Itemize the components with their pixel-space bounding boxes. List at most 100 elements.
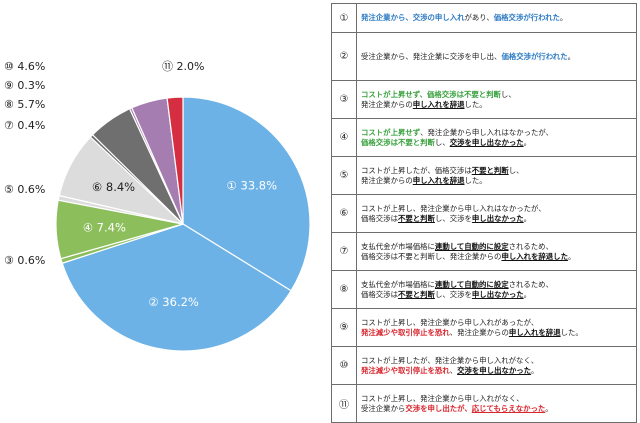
legend-text-segment: し、交渉を [434, 289, 472, 299]
legend-text-segment: コストが上昇し、発注企業から申し入れがなく、 [361, 393, 524, 403]
legend-row: ⑨ コストが上昇し、発注企業から申し入れがあったが、 発注減少や取引停止を恐れ、発注… [331, 308, 637, 347]
legend-row-number: ⑧ [331, 270, 357, 309]
legend-row: ⑩ コストが上昇したが、発注企業から申し入れがなく、 発注減少や取引停止を恐れ、交渉… [331, 346, 637, 385]
pie-slice [166, 96, 184, 225]
legend-text-segment: 交渉を申し出たが、 [405, 403, 472, 413]
legend-text-segment: 価格交渉は不要と判断 [427, 89, 501, 99]
pie-slice-label: ① 33.8% [227, 179, 278, 193]
legend-text-segment: 、 [449, 365, 458, 375]
legend-row: ① 発注企業から、交渉の申し入れがあり、価格交渉が行われた。 [331, 3, 637, 33]
legend-description-line: 発注企業から、交渉の申し入れがあり、価格交渉が行われた。 [361, 13, 633, 23]
legend-row: ④ コストが上昇せず、発注企業から申し入れはなかったが、 価格交渉は不要と判断し、交… [331, 118, 637, 157]
legend-description-line: 受注企業から交渉を申し出たが、応じてもらえなかった。 [361, 404, 633, 414]
legend-text-segment: コストが上昇し、発注企業から申し入れはなかったが、 [361, 203, 546, 213]
legend-text-segment: 。 [567, 51, 575, 61]
legend-text-segment: されるため、 [508, 241, 553, 251]
pie-slice-label: ⑩ 4.6% [4, 60, 45, 73]
legend-row: ⑦ 支払代金が市場価格に連動して自動的に設定されるため、 価格交渉は不要と判断し、発… [331, 232, 637, 271]
legend-text-segment: し、 [434, 137, 450, 147]
legend-row-number: ② [331, 32, 357, 81]
pie-chart: ① 33.8% ② 36.2% ③ 0.6% ④ 7.4% ⑤ 0.6% ⑥ 8.4% ⑦ … [4, 60, 311, 352]
legend-row-number: ③ [331, 80, 357, 119]
legend-text-segment: 。 [559, 13, 568, 22]
legend-text-segment: した。 [464, 99, 487, 109]
legend-text-segment: 発注企業からの [361, 175, 413, 185]
legend-description-line: コストが上昇し、発注企業から申し入れがなく、 [361, 394, 633, 404]
legend-row: ⑪ コストが上昇し、発注企業から申し入れがなく、 受注企業から交渉を申し出たが、応じ… [331, 384, 637, 423]
pie-slice-label: ⑦ 0.4% [4, 119, 45, 132]
legend-description-line: コストが上昇し、発注企業から申し入れはなかったが、 [361, 204, 633, 214]
legend-text-segment: 価格交渉が行われた [493, 13, 560, 22]
pie-slice-label: ⑥ 8.4% [92, 180, 135, 194]
legend-text-segment: コストが上昇したが、発注企業から申し入れがなく、 [361, 355, 539, 365]
legend-text-segment: コストが上昇せず、 [361, 89, 427, 99]
legend-text-segment: し、 [508, 165, 524, 175]
legend-text-segment: し、交渉を [434, 213, 472, 223]
legend-row-number: ④ [331, 118, 357, 157]
pie-slice-label: ④ 7.4% [83, 221, 126, 235]
legend-description-line: コストが上昇したが、発注企業から申し入れがなく、 [361, 356, 633, 366]
legend-text-segment: コストが上昇し、発注企業から申し入れがあったが、 [361, 317, 539, 327]
legend-description-line: 価格交渉は不要と判断し、交渉を申し出なかった。 [361, 290, 633, 300]
legend-text-segment: 連動して自動的に設定 [434, 279, 509, 289]
legend-text-segment: 申し出なかった [471, 213, 524, 223]
legend-text-segment: されるため、 [508, 279, 553, 289]
legend-text-segment: 発注減少や取引停止を恐れ [361, 365, 450, 375]
legend-text-segment: 。 [567, 251, 576, 261]
legend-row-description: コストが上昇したが、発注企業から申し入れがなく、 発注減少や取引停止を恐れ、交渉を… [356, 346, 637, 385]
legend-text-segment: 受注企業から、発注企業に交渉を申し出、 [361, 51, 502, 61]
legend-text-segment: し、 [500, 89, 516, 99]
legend-text-segment: 発注減少や取引停止を恐れ [361, 327, 450, 337]
legend-description-line: 受注企業から、発注企業に交渉を申し出、価格交渉が行われた。 [361, 52, 633, 62]
legend-text-segment: 申し入れを辞退した [501, 251, 568, 261]
legend-text-segment: した。 [560, 327, 583, 337]
legend-description-line: 価格交渉は不要と判断し、発注企業からの申し入れを辞退した。 [361, 252, 633, 262]
legend-text-segment: 連動して自動的に設定 [434, 241, 509, 251]
legend-row-description: 受注企業から、発注企業に交渉を申し出、価格交渉が行われた。 [356, 32, 637, 81]
legend-text-segment: 価格交渉は [361, 213, 398, 223]
legend-description-line: 価格交渉は不要と判断し、交渉を申し出なかった。 [361, 138, 633, 148]
legend-row: ③ コストが上昇せず、価格交渉は不要と判断し、 発注企業からの申し入れを辞退した。 [331, 80, 637, 119]
legend-description-line: 価格交渉は不要と判断し、交渉を申し出なかった。 [361, 214, 633, 224]
legend-row: ⑥ コストが上昇し、発注企業から申し入れはなかったが、 価格交渉は不要と判断し、交渉… [331, 194, 637, 233]
legend-text-segment: 交渉を申し出なかった [457, 365, 532, 375]
pie-slice [182, 96, 311, 292]
pie-slice-label: ⑨ 0.3% [4, 79, 45, 92]
legend-row-number: ① [331, 3, 357, 33]
legend-text-segment: した。 [464, 175, 487, 185]
legend-text-segment: 価格交渉は不要と判断 [361, 137, 435, 147]
pie-slice-label: ③ 0.6% [4, 254, 45, 267]
legend-row-number: ⑤ [331, 156, 357, 195]
legend-text-segment: 申し出なかった [471, 289, 524, 299]
legend-text-segment: コストが上昇したが、価格交渉は [361, 165, 472, 175]
legend-text-segment: 発注企業から、交渉の申し入れ [361, 13, 465, 22]
legend-text-segment: 価格交渉は不要と判断し、発注企業からの [361, 251, 502, 261]
legend-text-segment: 不要と判断 [471, 165, 509, 175]
legend-row-description: コストが上昇し、発注企業から申し入れはなかったが、 価格交渉は不要と判断し、交渉を… [356, 194, 637, 233]
legend-description-line: 支払代金が市場価格に連動して自動的に設定されるため、 [361, 280, 633, 290]
legend-text-segment: 支払代金が市場価格に [361, 241, 435, 251]
legend-row-number: ⑦ [331, 232, 357, 271]
legend-text-segment: 価格交渉が行われた [501, 51, 568, 61]
legend-description-line: コストが上昇せず、価格交渉は不要と判断し、 [361, 90, 633, 100]
legend-text-segment: コストが上昇せず [361, 127, 421, 137]
pie-slice-label: ⑧ 5.7% [4, 98, 45, 111]
pie-slices [55, 96, 311, 352]
legend-text-segment: 。 [523, 289, 532, 299]
legend-text-segment: 、発注企業からの [449, 327, 509, 337]
legend-row-description: コストが上昇せず、発注企業から申し入れはなかったが、 価格交渉は不要と判断し、交渉… [356, 118, 637, 157]
legend-text-segment: 価格交渉は [361, 289, 398, 299]
legend-text-segment: 申し入れを辞退 [412, 99, 465, 109]
legend-description-line: 発注減少や取引停止を恐れ、交渉を申し出なかった。 [361, 366, 633, 376]
pie-slice-labels: ① 33.8% ② 36.2% ③ 0.6% ④ 7.4% ⑤ 0.6% ⑥ 8.4% ⑦ … [4, 60, 277, 309]
legend-row-number: ⑥ [331, 194, 357, 233]
legend-description-line: 発注企業からの申し入れを辞退した。 [361, 176, 633, 186]
legend-row: ⑧ 支払代金が市場価格に連動して自動的に設定されるため、 価格交渉は不要と判断し、交… [331, 270, 637, 309]
pie-slice-label: ② 36.2% [148, 295, 199, 309]
legend-text-segment: 。 [545, 403, 553, 413]
legend-row-number: ⑨ [331, 308, 357, 347]
legend-row-description: 支払代金が市場価格に連動して自動的に設定されるため、 価格交渉は不要と判断し、発注… [356, 232, 637, 271]
legend-description-line: 支払代金が市場価格に連動して自動的に設定されるため、 [361, 242, 633, 252]
legend-text-segment: 申し入れを辞退 [508, 327, 561, 337]
legend-row-description: コストが上昇し、発注企業から申し入れがなく、 受注企業から交渉を申し出たが、応じて… [356, 384, 637, 423]
